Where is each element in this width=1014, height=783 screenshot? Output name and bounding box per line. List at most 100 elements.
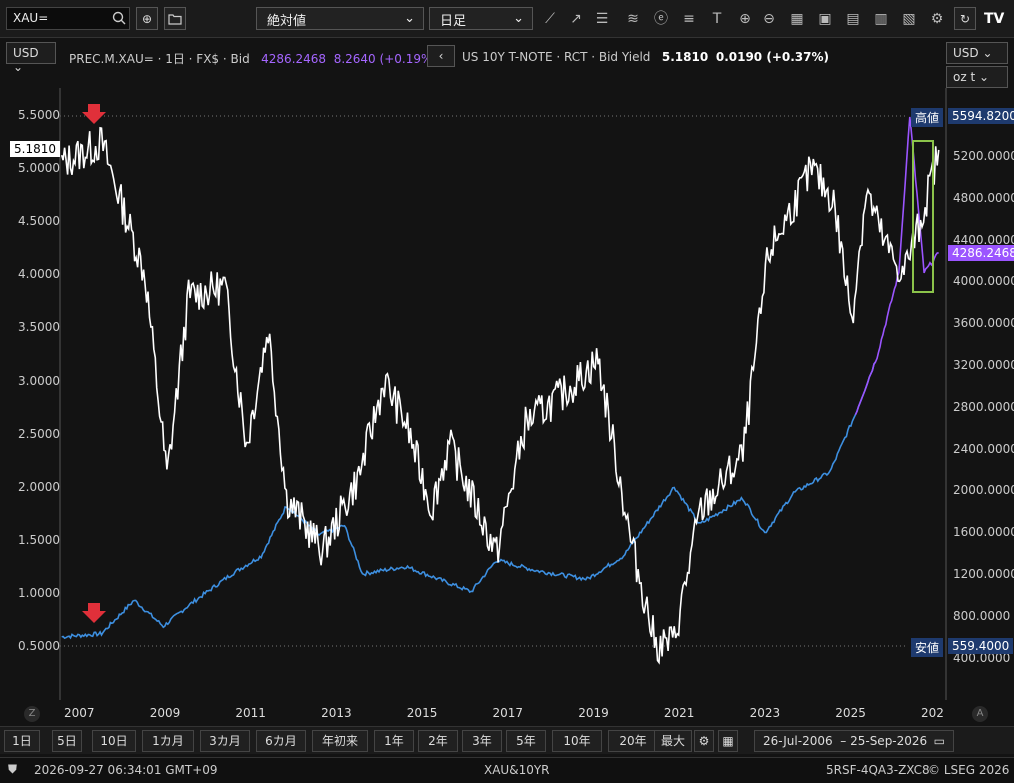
- calendar-icon: ▭: [933, 734, 945, 748]
- status-bar: ⛊ 2026-09-27 06:34:01 GMT+09 XAU&10YR 5R…: [0, 757, 1014, 783]
- x-axis-tick: 2015: [406, 706, 438, 720]
- toolbar: XAU= ⊕ 絶対値 ⌄ 日足 ⌄ ⟋ ↗ ☰ ≋ ⓔ ≡ T ⊕ ⊖ ▦ ▣ ▤ …: [0, 0, 1014, 38]
- left-axis-tick: 1.0000: [18, 585, 60, 600]
- table-icon: ▦: [722, 734, 734, 748]
- secondary-value: 5.1810: [661, 50, 709, 64]
- current-price-badge: 4286.2468: [948, 245, 1014, 261]
- right-axis-tick: 4400.0000: [953, 232, 1014, 247]
- period-button[interactable]: 20年: [608, 730, 658, 752]
- low-value-badge: 559.4000: [948, 638, 1014, 654]
- gear-icon: ⚙: [698, 734, 710, 748]
- x-axis-tick: 2019: [578, 706, 609, 720]
- right-axis-tick: 800.0000: [953, 608, 1011, 623]
- x-axis-tick: 2025: [835, 706, 866, 720]
- trend-icon[interactable]: ↗: [570, 11, 582, 27]
- period-button[interactable]: 5年: [506, 730, 546, 752]
- reset-button[interactable]: ↻: [954, 7, 976, 30]
- search-input[interactable]: XAU=: [6, 7, 130, 30]
- chevron-down-icon: ⌄: [513, 11, 524, 26]
- stats-icon[interactable]: ▥: [874, 11, 888, 27]
- period-button[interactable]: 最大: [654, 730, 692, 752]
- zoom-out-icon[interactable]: ⊖: [763, 11, 775, 27]
- right-axis-tick: 5200.0000: [953, 149, 1014, 163]
- plus-circle-icon: ⊕: [141, 11, 153, 26]
- right-axis-tick: 4000.0000: [953, 274, 1014, 289]
- right-axis-tick: 1600.0000: [953, 525, 1014, 540]
- period-button[interactable]: 1カ月: [142, 730, 194, 752]
- right-axis-tick: 2000.0000: [953, 483, 1014, 498]
- wave-icon[interactable]: ≋: [627, 11, 639, 27]
- instrument-code: XAU&10YR: [484, 763, 550, 777]
- tradingview-logo-icon: 𝗧𝗩: [984, 11, 1005, 27]
- search-icon[interactable]: [112, 11, 126, 25]
- period-button[interactable]: 1年: [374, 730, 414, 752]
- interval-dropdown[interactable]: 日足 ⌄: [429, 7, 533, 30]
- right-axis-tick: 2400.0000: [953, 441, 1014, 456]
- date-range-picker[interactable]: 26-Jul-2006 – 25-Sep-2026 ▭: [754, 730, 954, 752]
- current-yield-badge: 5.1810: [10, 141, 60, 157]
- right-axis-tick: 1200.0000: [953, 567, 1014, 581]
- period-button[interactable]: 5日: [52, 730, 82, 752]
- euro-icon[interactable]: ⓔ: [654, 11, 668, 27]
- x-axis-tick: 2011: [235, 706, 266, 720]
- high-value-badge: 5594.8200: [948, 108, 1014, 124]
- x-axis-tick: 202: [921, 706, 944, 720]
- bars-icon[interactable]: ☰: [595, 11, 609, 27]
- chevron-left-icon: ‹: [438, 49, 444, 63]
- left-axis-tick: 5.5000: [18, 108, 60, 122]
- weight-unit-dropdown[interactable]: oz t ⌄: [946, 66, 1008, 88]
- settings-button[interactable]: ⚙: [694, 730, 714, 752]
- scroll-right-button[interactable]: A: [972, 706, 988, 722]
- save-icon[interactable]: ▤: [846, 11, 860, 27]
- secondary-change: 0.0190 (+0.37%): [715, 50, 829, 64]
- chart-area[interactable]: [0, 38, 1014, 702]
- qr-icon[interactable]: ▣: [818, 11, 832, 27]
- add-instrument-button[interactable]: ⊕: [136, 7, 158, 30]
- right-axis-tick: 3600.0000: [953, 316, 1014, 331]
- period-button[interactable]: 1日: [4, 730, 40, 752]
- table-view-button[interactable]: ▦: [718, 730, 738, 752]
- settings-icon[interactable]: ⚙: [930, 11, 944, 27]
- line-chart-icon[interactable]: ⟋: [545, 11, 555, 27]
- primary-value: 4286.2468: [261, 52, 327, 66]
- period-button[interactable]: 2年: [418, 730, 458, 752]
- secondary-legend: US 10Y T-NOTE · RCT · Bid Yield 5.1810 0…: [462, 50, 829, 64]
- period-button[interactable]: 10日: [92, 730, 136, 752]
- left-axis-tick: 5.0000: [18, 161, 60, 176]
- copyright: © LSEG 2026: [928, 763, 1010, 777]
- right-axis-tick: 400.0000: [953, 650, 1011, 665]
- left-axis-tick: 2.0000: [18, 479, 60, 494]
- x-axis-tick: 2007: [64, 706, 95, 720]
- zoom-in-icon[interactable]: ⊕: [739, 11, 751, 27]
- left-axis-tick: 1.5000: [18, 532, 60, 547]
- right-axis-tick: 4800.0000: [953, 190, 1014, 205]
- period-button[interactable]: 6カ月: [256, 730, 306, 752]
- period-button[interactable]: 年初来: [312, 730, 368, 752]
- high-label: 高値: [911, 108, 944, 127]
- folder-icon: [168, 13, 182, 25]
- period-button[interactable]: 10年: [552, 730, 602, 752]
- x-axis-tick: 2017: [492, 706, 524, 720]
- period-button[interactable]: 3年: [462, 730, 502, 752]
- left-unit-dropdown[interactable]: USD ⌄: [6, 42, 56, 74]
- right-unit-dropdown[interactable]: USD ⌄: [946, 42, 1008, 64]
- horizontal-lines-icon[interactable]: ≡: [683, 11, 695, 27]
- left-axis-tick: 3.5000: [18, 320, 60, 335]
- left-axis-tick: 0.5000: [18, 639, 60, 653]
- period-button[interactable]: 3カ月: [200, 730, 250, 752]
- chart-type-icon[interactable]: ▧: [902, 11, 916, 27]
- x-axis-tick: 2021: [663, 706, 695, 720]
- collapse-legend-button[interactable]: ‹: [427, 45, 455, 67]
- right-axis-tick: 3200.0000: [953, 358, 1014, 372]
- left-axis-tick: 4.5000: [18, 214, 60, 229]
- text-tool-icon[interactable]: T: [712, 11, 722, 27]
- folder-button[interactable]: [164, 7, 186, 30]
- period-bar: 1日 5日 10日 1カ月 3カ月 6カ月 年初来 1年 2年 3年 5年 10年 20年 最大 ⚙ ▦ …: [0, 726, 1014, 754]
- chevron-down-icon: ⌄: [404, 11, 415, 26]
- low-label: 安値: [911, 638, 944, 657]
- session-code: 5RSF-4QA3-ZXC8: [826, 763, 930, 777]
- left-axis-tick: 2.5000: [18, 426, 60, 441]
- scale-mode-dropdown[interactable]: 絶対値 ⌄: [256, 7, 424, 30]
- scroll-left-button[interactable]: Z: [24, 706, 40, 722]
- table-icon[interactable]: ▦: [790, 11, 804, 27]
